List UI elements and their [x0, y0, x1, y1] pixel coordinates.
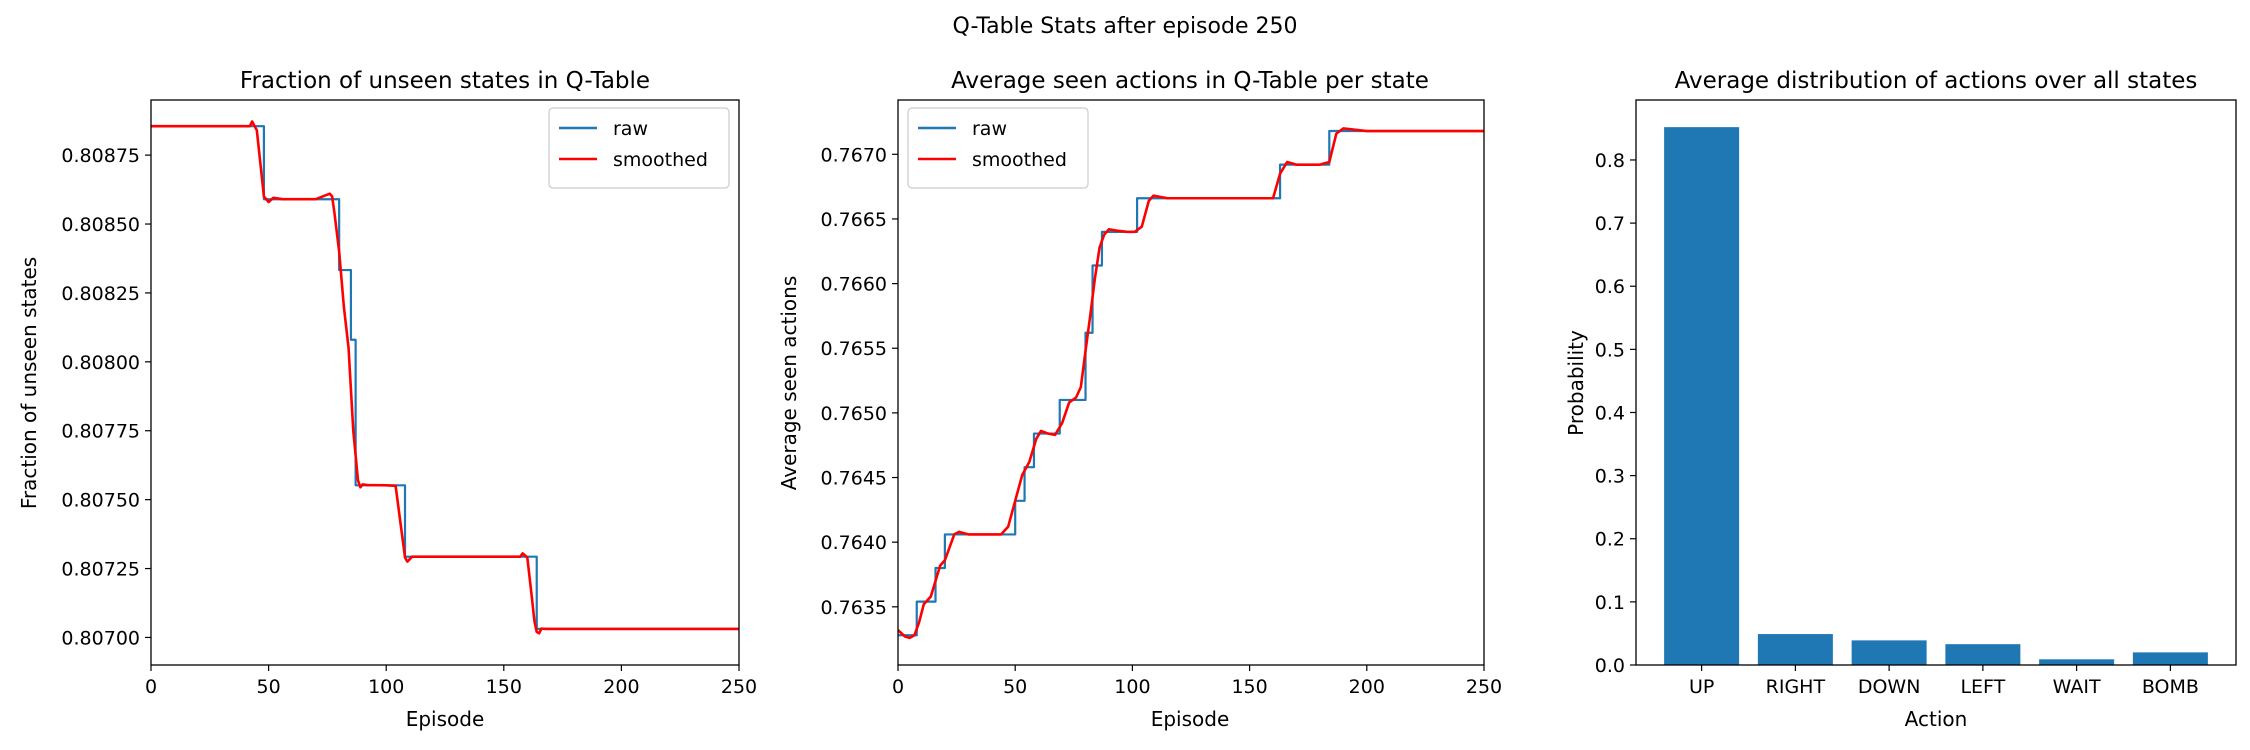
- y-tick-label: 0.6: [1595, 276, 1625, 298]
- y-tick-label: 0.3: [1595, 466, 1625, 488]
- figure-suptitle: Q-Table Stats after episode 250: [953, 14, 1298, 39]
- series-layer: [898, 127, 1484, 640]
- x-tick-label: 200: [603, 676, 639, 698]
- panel-1-title: Fraction of unseen states in Q-Table: [240, 68, 650, 94]
- panel-2-ticks: 0 50 100 150 200 250 0.7635 0.7640 0.7645 0.7650 0…: [821, 144, 1503, 698]
- y-tick-label: 0.7645: [821, 468, 887, 490]
- panel-action-distribution: Average distribution of actions over all…: [1564, 68, 2237, 731]
- x-tick-label: 100: [1114, 676, 1150, 698]
- bar-wait: [2039, 659, 2115, 665]
- y-tick-label: 0.7635: [821, 597, 887, 619]
- y-tick-label: 0.7640: [821, 532, 887, 554]
- x-tick-label: 200: [1349, 676, 1385, 698]
- x-tick-label-right: RIGHT: [1766, 676, 1826, 698]
- y-tick-label: 0.80825: [61, 283, 140, 305]
- x-tick-label-bomb: BOMB: [2142, 676, 2199, 698]
- panel-3-plot-area: [1635, 99, 2237, 666]
- y-tick-label: 0.4: [1595, 402, 1625, 424]
- panel-1-ticks: 0 50 100 150 200 250 0.80700 0.80725 0.80750 0.80…: [61, 145, 757, 698]
- x-tick-label: 100: [368, 676, 404, 698]
- legend-label-raw: raw: [613, 118, 648, 140]
- y-tick-label: 0.0: [1595, 655, 1625, 677]
- y-tick-label: 0.80875: [61, 145, 140, 167]
- panel-2-ylabel: Average seen actions: [777, 276, 801, 491]
- x-tick-label: 0: [145, 676, 157, 698]
- axes-frame: [150, 99, 740, 666]
- y-tick-label: 0.7650: [821, 403, 887, 425]
- bar-down: [1851, 640, 1927, 665]
- x-tick-label: 150: [1231, 676, 1267, 698]
- series-line-raw: [151, 125, 739, 630]
- y-tick-label: 0.80750: [61, 490, 140, 512]
- panel-1-ylabel: Fraction of unseen states: [17, 257, 41, 509]
- axes-frame: [1635, 99, 2237, 666]
- panel-2-xlabel: Episode: [1151, 707, 1230, 731]
- x-tick-label-up: UP: [1689, 676, 1714, 698]
- bar-left: [1945, 644, 2021, 665]
- legend-label-smoothed: smoothed: [972, 149, 1067, 171]
- x-tick-label: 250: [721, 676, 757, 698]
- panel-2-plot-area: [897, 99, 1485, 666]
- y-tick-label: 0.7670: [821, 144, 887, 166]
- y-tick-label: 0.80800: [61, 352, 140, 374]
- panel-seen-actions: Average seen actions in Q-Table per stat…: [777, 68, 1502, 731]
- panel-3-ylabel: Probability: [1564, 330, 1588, 436]
- y-tick-label: 0.2: [1595, 529, 1625, 551]
- panel-unseen-states: Fraction of unseen states in Q-Table Epi…: [17, 68, 757, 731]
- x-tick-label-left: LEFT: [1960, 676, 2005, 698]
- x-tick-label: 150: [486, 676, 522, 698]
- y-tick-label: 0.7665: [821, 209, 887, 231]
- y-tick-label: 0.80700: [61, 627, 140, 649]
- bar-right: [1757, 634, 1833, 665]
- y-tick-label: 0.80775: [61, 421, 140, 443]
- panel-2-title: Average seen actions in Q-Table per stat…: [951, 68, 1429, 94]
- x-tick-label: 250: [1466, 676, 1502, 698]
- legend-label-smoothed: smoothed: [613, 149, 708, 171]
- x-tick-label: 50: [1003, 676, 1027, 698]
- legend-label-raw: raw: [972, 118, 1007, 140]
- panel-1-plot-area: [150, 99, 740, 666]
- y-tick-label: 0.8: [1595, 150, 1625, 172]
- x-tick-label: 50: [257, 676, 281, 698]
- bar-up: [1664, 127, 1740, 665]
- panel-1-legend: raw smoothed: [548, 107, 730, 189]
- series-line-smoothed: [151, 120, 739, 635]
- x-tick-label: 0: [892, 676, 904, 698]
- panel-2-legend: raw smoothed: [907, 107, 1089, 189]
- y-tick-label: 0.80725: [61, 559, 140, 581]
- y-tick-label: 0.7: [1595, 213, 1625, 235]
- y-tick-label: 0.7655: [821, 338, 887, 360]
- series-line-smoothed: [898, 127, 1484, 640]
- series-layer: [151, 120, 739, 635]
- bar-bomb: [2132, 652, 2208, 665]
- panel-1-xlabel: Episode: [406, 707, 485, 731]
- panel-3-xlabel: Action: [1905, 707, 1968, 731]
- series-line-raw: [898, 129, 1484, 637]
- panel-3-title: Average distribution of actions over all…: [1675, 68, 2198, 94]
- x-tick-label-wait: WAIT: [2053, 676, 2101, 698]
- x-tick-label-down: DOWN: [1858, 676, 1921, 698]
- panel-3-ticks: 0.0 0.1 0.2 0.3 0.4 0.5 0.6 0.7 0.8 UP RIGHT DOWN LE…: [1595, 150, 2199, 698]
- y-tick-label: 0.80850: [61, 214, 140, 236]
- y-tick-label: 0.1: [1595, 592, 1625, 614]
- y-tick-label: 0.5: [1595, 339, 1625, 361]
- axes-frame: [897, 99, 1485, 666]
- y-tick-label: 0.7660: [821, 274, 887, 296]
